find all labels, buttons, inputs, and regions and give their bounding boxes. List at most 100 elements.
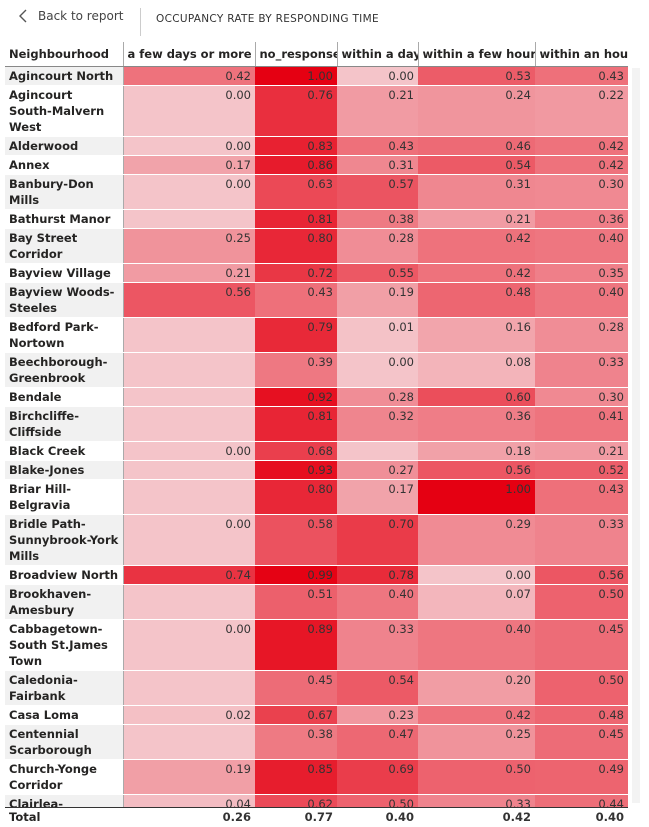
value-cell: 0.29 (418, 514, 535, 566)
value-cell: 0.42 (418, 705, 535, 725)
table-row: Caledonia-Fairbank 0.45 0.54 0.20 0.50 (5, 670, 628, 706)
value-cell (123, 670, 255, 706)
value-cell: 0.81 (255, 406, 337, 442)
value-cell: 0.99 (255, 565, 337, 585)
value-cell: 0.22 (535, 85, 628, 137)
table-row: Blake-Jones 0.93 0.27 0.56 0.52 (5, 460, 628, 480)
table-row: Black Creek 0.00 0.68 0.18 0.21 (5, 441, 628, 461)
table-row: Church-Yonge Corridor 0.19 0.85 0.69 0.50 0.4… (5, 759, 628, 795)
value-cell (123, 460, 255, 480)
column-header: a few days or more (123, 42, 256, 67)
value-cell: 0.21 (418, 209, 535, 229)
value-cell: 0.51 (255, 584, 337, 620)
value-cell: 0.47 (337, 724, 418, 760)
value-cell: 0.50 (535, 670, 628, 706)
value-cell: 0.25 (418, 724, 535, 760)
total-value: 0.77 (255, 807, 337, 827)
value-cell: 0.46 (418, 136, 535, 156)
value-cell: 0.00 (123, 85, 255, 137)
neighbourhood-cell: Bendale (5, 387, 124, 407)
value-cell: 0.42 (123, 67, 255, 86)
value-cell: 0.35 (535, 263, 628, 283)
table-row: Birchcliffe-Cliffside 0.81 0.32 0.36 0.41 (5, 406, 628, 442)
header-row: Neighbourhood a few days or more no_respon… (5, 42, 628, 67)
separator (140, 8, 141, 36)
value-cell: 0.08 (418, 352, 535, 388)
value-cell: 0.16 (418, 317, 535, 353)
value-cell: 0.31 (418, 174, 535, 210)
value-cell: 0.20 (418, 670, 535, 706)
column-header: Neighbourhood (5, 42, 124, 67)
value-cell: 0.44 (535, 794, 628, 807)
value-cell: 0.76 (255, 85, 337, 137)
back-button[interactable]: Back to report (18, 9, 123, 23)
value-cell (123, 209, 255, 229)
value-cell: 0.00 (123, 441, 255, 461)
table-row: Agincourt South-Malvern West 0.00 0.76 0.21… (5, 85, 628, 137)
table-row: Bayview Village 0.21 0.72 0.55 0.42 0.35 (5, 263, 628, 283)
neighbourhood-cell: Bedford Park-Nortown (5, 317, 124, 353)
value-cell: 0.36 (535, 209, 628, 229)
value-cell: 0.42 (418, 228, 535, 264)
value-cell: 0.40 (337, 584, 418, 620)
neighbourhood-cell: Blake-Jones (5, 460, 124, 480)
value-cell: 0.42 (535, 155, 628, 175)
value-cell (123, 724, 255, 760)
neighbourhood-cell: Briar Hill-Belgravia (5, 479, 124, 515)
table-row: Banbury-Don Mills 0.00 0.63 0.57 0.31 0.30 (5, 174, 628, 210)
value-cell (337, 441, 418, 461)
value-cell: 0.00 (337, 67, 418, 86)
value-cell: 1.00 (418, 479, 535, 515)
value-cell: 0.00 (337, 352, 418, 388)
neighbourhood-cell: Beechborough-Greenbrook (5, 352, 124, 388)
rows: Agincourt North 0.42 1.00 0.00 0.53 0.43 Aginc… (5, 67, 628, 807)
value-cell: 0.02 (123, 705, 255, 725)
value-cell: 0.00 (123, 619, 255, 671)
total-value: 0.40 (535, 807, 628, 827)
value-cell: 0.40 (535, 282, 628, 318)
value-cell: 0.49 (535, 759, 628, 795)
value-cell: 0.38 (337, 209, 418, 229)
value-cell: 0.33 (535, 514, 628, 566)
value-cell: 0.19 (123, 759, 255, 795)
total-table: Total 0.26 0.77 0.40 0.42 0.40 (5, 807, 628, 827)
value-cell: 0.62 (255, 794, 337, 807)
column-header: no_response (255, 42, 338, 67)
neighbourhood-cell: Bathurst Manor (5, 209, 124, 229)
value-cell: 0.43 (255, 282, 337, 318)
value-cell: 0.40 (418, 619, 535, 671)
neighbourhood-cell: Brookhaven-Amesbury (5, 584, 124, 620)
neighbourhood-cell: Broadview North (5, 565, 124, 585)
value-cell: 0.68 (255, 441, 337, 461)
value-cell: 0.89 (255, 619, 337, 671)
table-row: Agincourt North 0.42 1.00 0.00 0.53 0.43 (5, 67, 628, 86)
neighbourhood-cell: Birchcliffe-Cliffside (5, 406, 124, 442)
neighbourhood-cell: Centennial Scarborough (5, 724, 124, 760)
total-row: Total 0.26 0.77 0.40 0.42 0.40 (5, 807, 628, 827)
table-row: Clairlea-Birchmount0.040.620.500.330.44 (5, 794, 628, 807)
value-cell: 0.52 (535, 460, 628, 480)
table-row: Casa Loma 0.02 0.67 0.23 0.42 0.48 (5, 705, 628, 725)
table-row: Bathurst Manor 0.81 0.38 0.21 0.36 (5, 209, 628, 229)
value-cell: 0.38 (255, 724, 337, 760)
table-row: Centennial Scarborough 0.38 0.47 0.25 0.45 (5, 724, 628, 760)
scrollbar[interactable] (632, 68, 640, 803)
value-cell: 0.33 (418, 794, 535, 807)
value-cell: 0.56 (418, 460, 535, 480)
table-body[interactable]: Agincourt North 0.42 1.00 0.00 0.53 0.43 Aginc… (5, 67, 628, 807)
value-cell: 0.57 (337, 174, 418, 210)
back-arrow (19, 9, 27, 23)
visual-title: OCCUPANCY RATE BY RESPONDING TIME (156, 13, 379, 25)
value-cell: 0.55 (337, 263, 418, 283)
value-cell: 0.25 (123, 228, 255, 264)
neighbourhood-cell: Banbury-Don Mills (5, 174, 124, 210)
value-cell: 0.63 (255, 174, 337, 210)
neighbourhood-cell: Bridle Path-Sunnybrook-York Mills (5, 514, 124, 566)
table-row: Bayview Woods-Steeles 0.56 0.43 0.19 0.48 0.4… (5, 282, 628, 318)
value-cell: 0.01 (337, 317, 418, 353)
column-header: within an hour (535, 42, 628, 67)
table-row: Annex 0.17 0.86 0.31 0.54 0.42 (5, 155, 628, 175)
value-cell: 0.00 (123, 514, 255, 566)
value-cell: 0.48 (418, 282, 535, 318)
